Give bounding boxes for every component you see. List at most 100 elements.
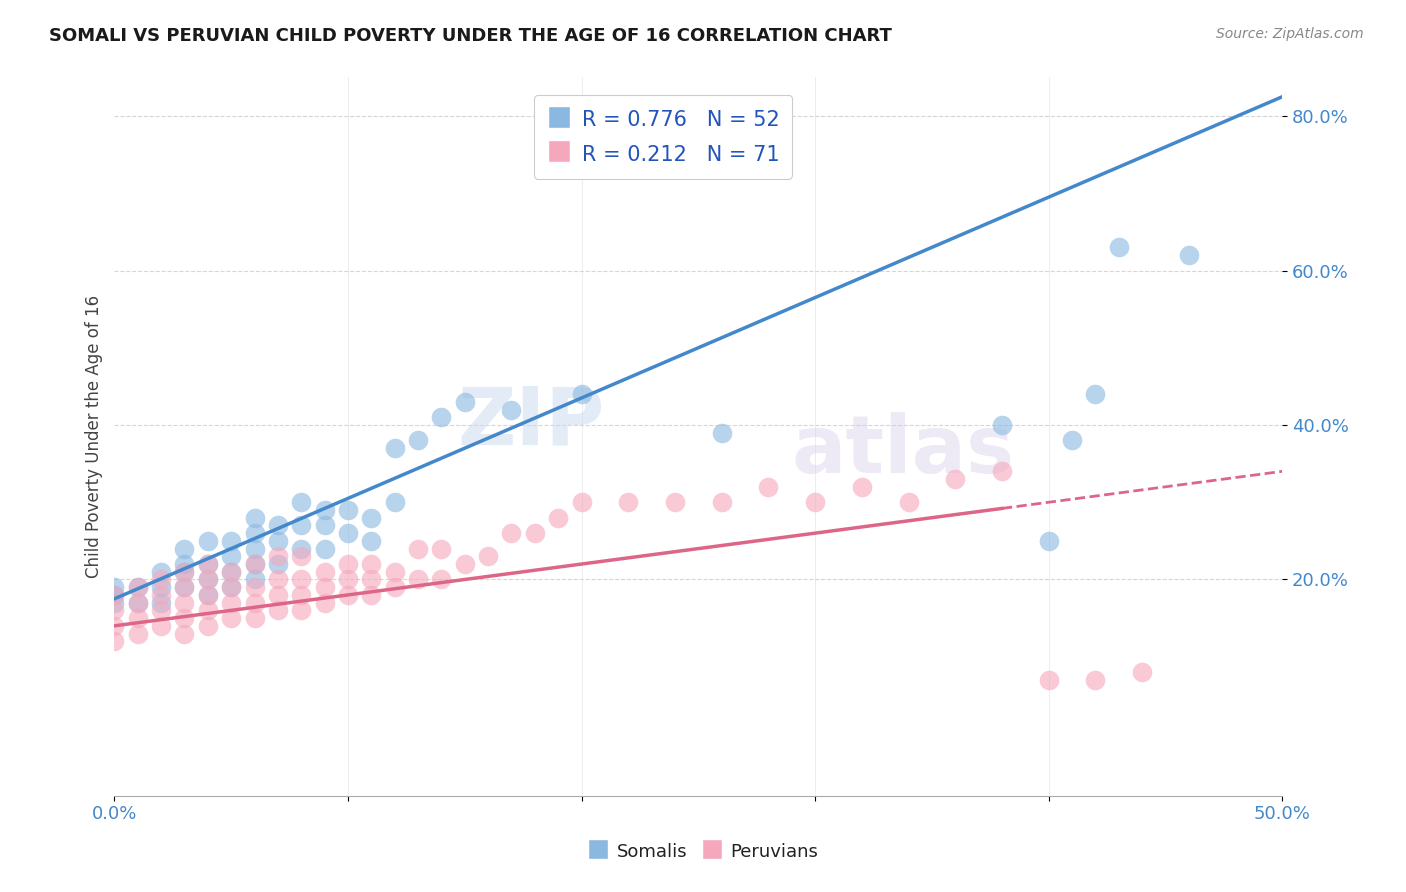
Point xyxy=(758,480,780,494)
Text: Source: ZipAtlas.com: Source: ZipAtlas.com xyxy=(1216,27,1364,41)
Point xyxy=(127,626,149,640)
Point xyxy=(103,634,125,648)
Point xyxy=(477,549,499,564)
Point xyxy=(314,565,336,579)
Point xyxy=(103,619,125,633)
Point xyxy=(243,573,266,587)
Point xyxy=(384,495,406,509)
Point xyxy=(571,387,593,401)
Point xyxy=(197,573,219,587)
Point xyxy=(103,580,125,594)
Point xyxy=(1084,387,1107,401)
Point xyxy=(150,580,173,594)
Point xyxy=(243,611,266,625)
Point xyxy=(173,557,195,571)
Point xyxy=(243,596,266,610)
Point xyxy=(314,541,336,556)
Point xyxy=(150,619,173,633)
Point xyxy=(150,573,173,587)
Point xyxy=(360,557,382,571)
Point xyxy=(501,402,523,417)
Point xyxy=(991,464,1014,478)
Point xyxy=(173,596,195,610)
Point xyxy=(197,557,219,571)
Point xyxy=(314,518,336,533)
Point xyxy=(710,425,733,440)
Point xyxy=(173,611,195,625)
Point xyxy=(336,557,359,571)
Point xyxy=(406,541,429,556)
Point xyxy=(243,580,266,594)
Point xyxy=(219,596,242,610)
Point xyxy=(430,573,453,587)
Point xyxy=(336,588,359,602)
Point xyxy=(127,580,149,594)
Point xyxy=(290,518,312,533)
Text: atlas: atlas xyxy=(792,412,1015,490)
Point xyxy=(314,580,336,594)
Point xyxy=(127,611,149,625)
Point xyxy=(267,549,290,564)
Point xyxy=(523,526,546,541)
Point xyxy=(197,557,219,571)
Point xyxy=(197,573,219,587)
Text: SOMALI VS PERUVIAN CHILD POVERTY UNDER THE AGE OF 16 CORRELATION CHART: SOMALI VS PERUVIAN CHILD POVERTY UNDER T… xyxy=(49,27,891,45)
Point xyxy=(150,588,173,602)
Point xyxy=(1108,240,1130,254)
Point xyxy=(991,417,1014,432)
Point xyxy=(290,541,312,556)
Point xyxy=(219,565,242,579)
Point xyxy=(103,588,125,602)
Point xyxy=(267,533,290,548)
Point xyxy=(150,603,173,617)
Point xyxy=(710,495,733,509)
Point xyxy=(127,596,149,610)
Point xyxy=(360,588,382,602)
Point xyxy=(406,434,429,448)
Legend: R = 0.776   N = 52, R = 0.212   N = 71: R = 0.776 N = 52, R = 0.212 N = 71 xyxy=(534,95,793,178)
Point xyxy=(384,441,406,455)
Point xyxy=(501,526,523,541)
Point xyxy=(897,495,920,509)
Point xyxy=(173,580,195,594)
Point xyxy=(804,495,827,509)
Point xyxy=(384,580,406,594)
Point xyxy=(267,573,290,587)
Point xyxy=(173,580,195,594)
Point xyxy=(290,573,312,587)
Point xyxy=(243,557,266,571)
Point xyxy=(173,541,195,556)
Point xyxy=(290,495,312,509)
Point xyxy=(571,495,593,509)
Point xyxy=(219,580,242,594)
Point xyxy=(243,541,266,556)
Point xyxy=(336,573,359,587)
Point xyxy=(336,526,359,541)
Point xyxy=(430,541,453,556)
Point xyxy=(406,573,429,587)
Point xyxy=(243,557,266,571)
Point xyxy=(430,410,453,425)
Point xyxy=(127,580,149,594)
Y-axis label: Child Poverty Under the Age of 16: Child Poverty Under the Age of 16 xyxy=(86,295,103,578)
Point xyxy=(219,565,242,579)
Point xyxy=(267,557,290,571)
Point xyxy=(360,533,382,548)
Point xyxy=(267,518,290,533)
Point xyxy=(103,588,125,602)
Point xyxy=(173,565,195,579)
Point xyxy=(290,588,312,602)
Point xyxy=(547,510,569,524)
Point xyxy=(360,573,382,587)
Point xyxy=(290,603,312,617)
Point xyxy=(267,603,290,617)
Point xyxy=(173,565,195,579)
Point xyxy=(290,549,312,564)
Point xyxy=(197,588,219,602)
Point xyxy=(103,603,125,617)
Point xyxy=(384,565,406,579)
Point xyxy=(173,626,195,640)
Point xyxy=(664,495,686,509)
Point xyxy=(454,557,477,571)
Point xyxy=(336,503,359,517)
